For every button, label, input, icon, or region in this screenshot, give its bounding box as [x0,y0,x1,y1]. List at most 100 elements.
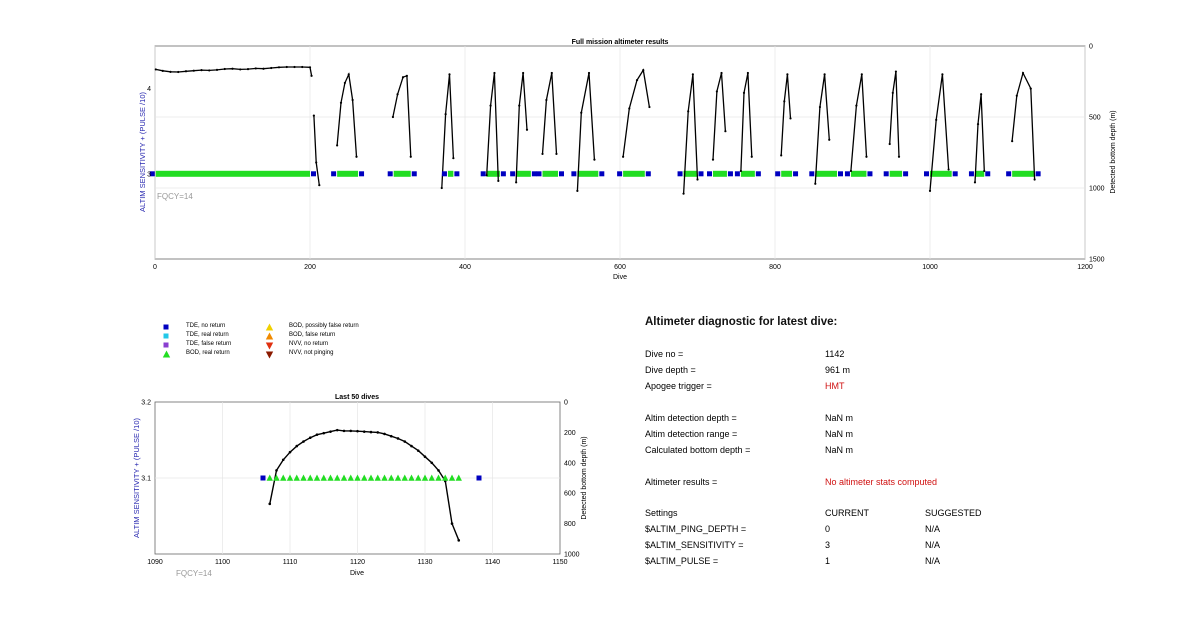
top-depth-point [452,157,455,160]
legend-item-label: TDE, false return [186,341,232,347]
top-y-left-tick-label: 3 [147,171,151,178]
top-depth-point [580,111,583,114]
sensitivity-current: 3 [825,540,831,550]
top-depth-point [783,100,786,103]
top-depth-point [440,186,443,190]
tde-no-return-marker [476,475,482,481]
top-y-left-tick-label: 4 [147,86,151,93]
top-x-label: Dive [613,274,627,281]
top-depth-point [522,71,525,75]
top-y-right-tick-label: 1000 [1089,186,1105,193]
bottom-depth-point [349,429,353,433]
bod-real-return-marker [327,474,334,481]
tde-no-return-marker [599,171,605,177]
top-depth-point [849,169,853,173]
legend-square-icon [163,333,169,339]
top-depth-point [550,71,553,75]
top-depth-series-line [486,72,499,181]
top-depth-point [277,66,281,69]
top-depth-point [489,104,492,107]
legend-item-label: BOD, real return [186,350,230,356]
det-depth-value: NaN m [825,413,854,423]
top-depth-point [485,174,488,177]
bod-real-return-marker [361,474,368,481]
bod-real-return-marker-band [781,170,793,177]
top-depth-point [897,155,901,158]
bottom-x-tick-label: 1090 [147,559,163,566]
top-depth-point [347,73,350,76]
top-depth-point [318,184,321,187]
bottom-depth-point [302,440,305,443]
bod-real-return-marker-band [974,170,985,177]
top-depth-point [444,113,447,116]
top-depth-series-line [814,74,830,184]
bod-real-return-marker [455,474,462,481]
top-depth-point [545,98,548,102]
bottom-x-tick-label: 1120 [350,559,365,566]
bod-real-return-marker [340,474,348,481]
pulse-suggested: N/A [925,556,941,566]
top-depth-point [648,105,651,109]
bottom-x-tick-label: 1100 [215,559,230,566]
bottom-depth-point [275,469,278,472]
bod-real-return-marker-band [1012,170,1035,177]
bottom-depth-point [396,437,400,440]
top-depth-point [828,138,831,141]
bottom-x-label: Dive [350,570,364,577]
calc-depth-value: NaN m [825,445,854,455]
tde-no-return-marker [734,171,740,177]
bod-real-return-marker [415,474,422,481]
top-x-tick-label: 800 [769,264,781,271]
bod-real-return-marker [408,474,415,481]
top-depth-point [525,128,529,131]
tde-no-return-marker [755,171,761,177]
bod-real-return-marker [367,474,375,481]
tde-no-return-marker [571,171,577,177]
top-depth-point [339,101,343,104]
top-depth-point [396,93,399,96]
bottom-y-right-tick-label: 200 [564,430,576,437]
bod-real-return-marker [421,474,429,481]
top-depth-series-line [576,72,596,191]
top-depth-point [865,155,868,158]
top-x-tick-label: 400 [459,264,471,271]
bod-real-return-marker-band [486,170,500,177]
top-depth-point [576,189,579,192]
tde-no-return-marker [331,171,337,177]
bod-real-return-marker-band [447,170,454,177]
top-tde-markers [149,171,1041,177]
top-chart-title: Full mission altimeter results [572,39,669,46]
tde-no-return-marker [698,171,704,177]
top-depth-series-line [155,66,313,76]
top-depth-point [262,67,265,70]
bottom-y-right-tick-label: 800 [564,521,576,528]
bottom-depth-point [410,444,413,448]
top-depth-point [312,114,315,117]
top-depth-point [947,168,950,171]
apogee-value: HMT [825,381,845,391]
top-depth-point [246,68,250,71]
top-depth-series-line [929,74,950,191]
tde-no-return-marker [359,171,365,177]
top-depth-point [215,68,219,71]
top-depth-series-line [974,94,985,183]
top-depth-point [739,169,743,173]
bottom-chart-title: Last 50 dives [335,394,379,401]
top-depth-point [493,71,496,75]
top-depth-lines [154,65,1036,195]
tde-no-return-marker [441,171,447,177]
tde-no-return-marker [536,171,542,177]
top-depth-point [401,76,405,79]
top-depth-point [818,105,822,109]
bod-real-return-marker-band [889,170,903,177]
legend-square-icon [163,342,169,348]
top-depth-series-line [336,72,358,157]
top-x-tick-label: 600 [614,264,626,271]
bod-real-return-marker-band [713,170,727,177]
top-x-tick-label: 1000 [922,264,938,271]
top-depth-point [860,73,863,76]
bod-real-return-marker-band [623,170,645,177]
bod-real-return-marker [300,474,307,481]
bod-real-return-marker-band [155,170,310,177]
